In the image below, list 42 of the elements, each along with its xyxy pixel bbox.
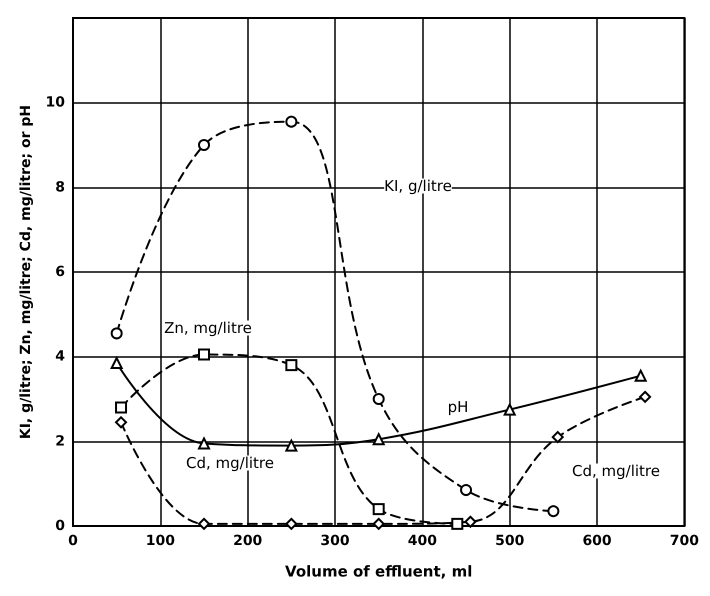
y-tick-label: 2 [55,433,65,450]
x-tick-label: 400 [408,533,438,549]
x-tick-label: 300 [320,533,350,549]
point [372,393,385,405]
point [110,327,123,340]
point [198,518,210,530]
x-tick-label: 200 [233,533,263,549]
point [198,437,210,450]
x-axis-title: Volume of effluent, ml [285,562,472,580]
x-tick-label: 700 [670,533,700,549]
y-tick-label: 0 [55,518,66,534]
y-tick-label: 10 [46,94,66,111]
point [634,370,647,382]
point [504,404,516,416]
annotation: Cd, mg/litre [572,462,660,480]
y-tick-label: 4 [55,348,66,365]
x-tick-label: 0 [68,533,78,549]
x-tick-label: 500 [495,533,525,549]
point [460,484,472,496]
x-tick-label: 100 [146,533,176,549]
point [451,518,464,530]
point [372,503,385,516]
point [285,440,298,452]
point [552,431,564,444]
point [547,505,560,518]
annotation: KI, g/litre [384,177,452,195]
y-axis-title: KI, g/litre; Zn, mg/litre; Cd, mg/litre; or pH [18,104,34,440]
x-tick-label: 600 [582,533,612,549]
point [285,116,298,128]
y-tick-label: 6 [55,264,65,280]
point [198,139,210,151]
point [198,348,210,361]
point [115,416,128,428]
annotation: Cd, mg/litre [186,454,274,472]
point [372,433,385,446]
y-tick-label: 8 [55,179,65,196]
point [639,390,652,403]
point [110,357,123,370]
annotation: pH [448,398,468,416]
point [115,401,128,414]
point [285,359,298,372]
annotation: Zn, mg/litre [164,319,252,337]
